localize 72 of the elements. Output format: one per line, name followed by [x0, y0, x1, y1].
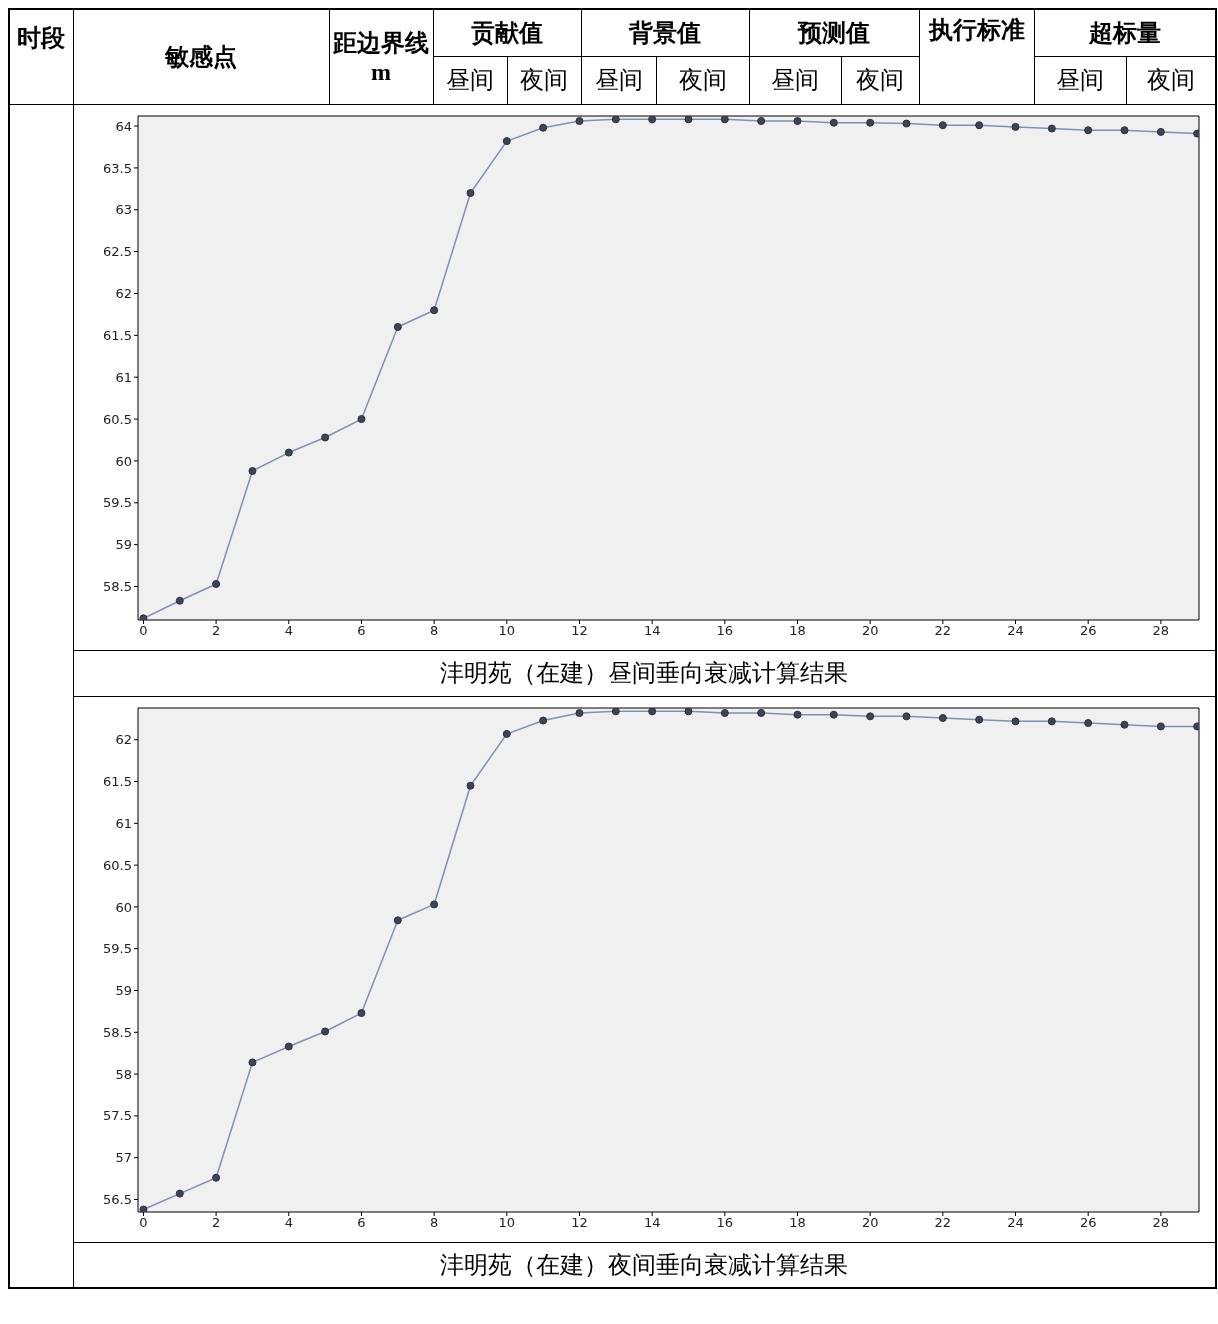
- y-tick-label: 63: [114, 201, 132, 217]
- text: 背景值: [581, 9, 749, 56]
- x-tick-label: 4: [284, 622, 293, 638]
- x-tick-label: 16: [716, 622, 733, 638]
- y-tick-label: 57: [114, 1149, 132, 1165]
- x-tick-label: 22: [934, 622, 951, 638]
- x-tick-label: 2: [211, 622, 220, 638]
- text: 昼间: [433, 56, 507, 104]
- y-tick-label: 62: [114, 731, 132, 747]
- text: 预测值: [749, 9, 919, 56]
- x-tick-label: 6: [356, 1214, 366, 1230]
- x-tick-label: 4: [284, 1214, 293, 1230]
- text: 昼间: [1034, 56, 1126, 104]
- y-tick-label: 60.5: [102, 857, 132, 873]
- text: 贡献值: [433, 9, 581, 56]
- y-tick-label: 59.5: [102, 940, 132, 956]
- x-tick-label: 0: [138, 1214, 148, 1230]
- y-tick-label: 58: [114, 1066, 132, 1082]
- y-tick-label: 63.5: [102, 160, 132, 176]
- text: 时段: [9, 9, 73, 104]
- y-tick-label: 62.5: [102, 243, 132, 259]
- text: 距边界线 m: [329, 9, 433, 104]
- y-tick-label: 58.5: [102, 578, 132, 594]
- x-tick-label: 22: [934, 1214, 951, 1230]
- x-tick-label: 26: [1079, 1214, 1096, 1230]
- x-tick-label: 28: [1152, 622, 1169, 638]
- y-tick-label: 60.5: [102, 411, 132, 427]
- x-tick-label: 0: [138, 622, 148, 638]
- text: 昼间: [581, 56, 656, 104]
- x-tick-label: 20: [861, 1214, 878, 1230]
- x-tick-label: 14: [643, 1214, 660, 1230]
- y-tick-label: 57.5: [102, 1108, 132, 1123]
- x-tick-label: 10: [498, 1214, 515, 1230]
- y-tick-label: 61.5: [102, 327, 132, 343]
- x-tick-label: 20: [861, 622, 878, 638]
- x-tick-label: 28: [1152, 1214, 1169, 1230]
- text: 沣明苑（在建）昼间垂向衰减计算结果: [73, 650, 1216, 696]
- x-tick-label: 8: [429, 1214, 438, 1230]
- y-tick-label: 59: [114, 982, 132, 998]
- text: 敏感点: [73, 9, 329, 104]
- x-tick-label: 10: [498, 622, 515, 638]
- x-tick-label: 18: [788, 1214, 806, 1230]
- text: 夜间: [841, 56, 919, 104]
- x-tick-label: 24: [1006, 622, 1024, 638]
- y-tick-label: 59: [114, 536, 132, 552]
- text: 昼间: [749, 56, 841, 104]
- x-tick-label: 12: [570, 1214, 588, 1230]
- x-tick-label: 24: [1006, 1214, 1024, 1230]
- y-tick-label: 62: [114, 285, 132, 301]
- text: 执行标准: [919, 9, 1034, 104]
- y-tick-label: 56.5: [102, 1191, 132, 1207]
- y-tick-label: 64: [114, 118, 132, 134]
- text: 超标量: [1034, 9, 1216, 56]
- x-tick-label: 8: [429, 622, 438, 638]
- y-tick-label: 58.5: [102, 1024, 132, 1040]
- y-tick-label: 61: [114, 369, 132, 385]
- x-tick-label: 14: [643, 622, 660, 638]
- text: 夜间: [656, 56, 749, 104]
- y-tick-label: 59.5: [102, 494, 132, 510]
- text: 夜间: [507, 56, 581, 104]
- x-tick-label: 12: [570, 622, 588, 638]
- y-tick-label: 61: [114, 815, 132, 831]
- y-tick-label: 61.5: [102, 773, 132, 789]
- x-tick-label: 16: [716, 1214, 733, 1230]
- text: 沣明苑（在建）夜间垂向衰减计算结果: [73, 1242, 1216, 1288]
- y-tick-label: 60: [114, 899, 132, 915]
- text: 夜间: [1126, 56, 1216, 104]
- x-tick-label: 6: [356, 622, 366, 638]
- y-tick-label: 60: [114, 453, 132, 469]
- x-tick-label: 2: [211, 1214, 220, 1230]
- x-tick-label: 18: [788, 622, 806, 638]
- x-tick-label: 26: [1079, 622, 1096, 638]
